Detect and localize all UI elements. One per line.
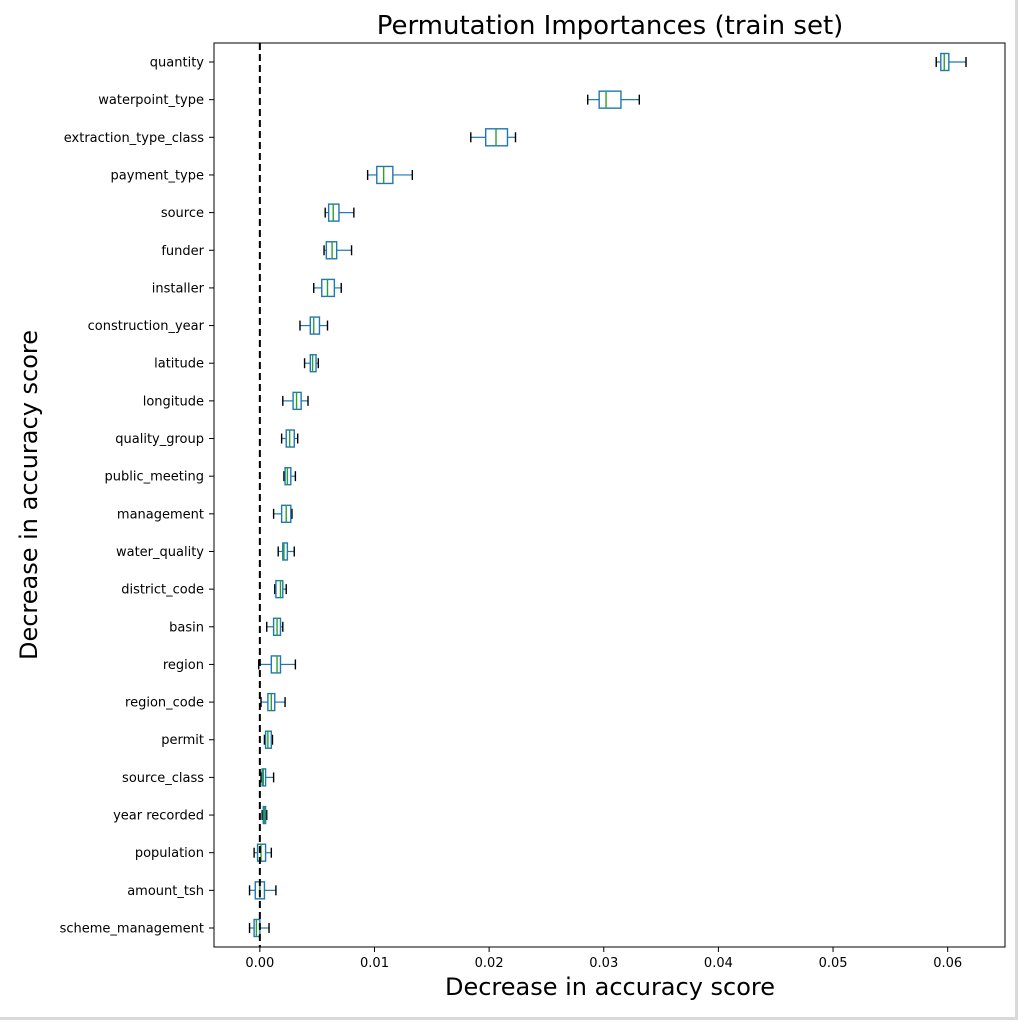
y-tick-label: quality_group [115,432,204,447]
y-tick-label: source_class [122,771,204,786]
feature-box-quality-group: quality_group [115,429,299,448]
y-tick-label: basin [169,620,204,635]
feature-box-quantity: quantity [150,52,967,72]
y-tick-label: source [161,206,204,221]
plot-area: 0.00 0.01 0.02 0.03 0.04 0.05 0.06 quantity wate… [60,42,1006,971]
y-tick-label: latitude [154,357,204,372]
feature-box-district-code: district_code [121,579,287,599]
feature-box-source-class: source_class [122,768,275,787]
x-tick-label: 0.00 [245,956,274,971]
y-tick-label: region [163,658,204,673]
axes-frame [213,42,1006,948]
y-tick-label: region_code [125,696,204,711]
iqr-box [598,90,622,109]
feature-box-basin: basin [169,617,284,636]
x-tick-label: 0.06 [933,956,962,971]
y-tick-label: payment_type [111,168,204,183]
x-tick-label: 0.02 [475,956,504,971]
y-tick-label: funder [161,244,204,259]
feature-box-waterpoint-type: waterpoint_type [98,90,641,109]
feature-box-source: source [161,203,355,222]
feature-box-population: population [135,843,273,862]
y-tick-label: installer [152,281,205,296]
y-tick-label: management [117,507,204,522]
feature-box-region: region [163,655,297,674]
feature-box-amount-tsh: amount_tsh [127,881,277,900]
y-tick-label: year recorded [113,809,204,824]
y-tick-label: construction_year [88,319,205,334]
y-tick-label: district_code [121,583,204,598]
y-tick-label: permit [161,733,204,748]
page-edge-right [1015,0,1018,1020]
feature-box-public-meeting: public_meeting [105,466,297,486]
feature-box-scheme-management: scheme_management [60,918,270,938]
feature-box-latitude: latitude [154,354,320,373]
y-tick-label: quantity [150,56,205,71]
x-tick-label: 0.05 [819,956,848,971]
y-tick-label: longitude [143,394,204,409]
y-tick-label: waterpoint_type [98,93,204,108]
x-tick-label: 0.04 [704,956,733,971]
iqr-box [376,165,394,185]
y-axis-title: Decrease in accuracy score [15,330,43,660]
iqr-box [275,579,284,599]
chart-title: Permutation Importances (train set) [377,11,844,41]
feature-box-management: management [117,504,293,524]
page-edge-bottom [0,1017,1018,1020]
feature-box-installer: installer [152,278,342,298]
y-tick-label: amount_tsh [127,884,204,899]
feature-box-payment-type: payment_type [111,165,414,185]
iqr-box [270,655,282,674]
feature-box-region-code: region_code [125,692,286,712]
feature-box-longitude: longitude [143,391,309,411]
feature-box-water-quality: water_quality [116,542,295,561]
feature-box-year-recorded: year recorded [113,805,268,825]
feature-box-funder: funder [161,241,353,260]
y-tick-label: scheme_management [60,922,204,937]
feature-box-construction-year: construction_year [88,316,329,335]
y-tick-label: public_meeting [105,470,204,485]
y-tick-label: extraction_type_class [64,131,204,146]
axis-labels: Permutation Importances (train set) Decr… [15,11,843,1001]
y-tick-label: water_quality [116,545,204,560]
iqr-box [309,316,321,335]
x-tick-label: 0.03 [589,956,618,971]
x-axis-title: Decrease in accuracy score [445,973,775,1001]
x-tick-label: 0.01 [360,956,389,971]
iqr-box [282,542,289,561]
feature-box-permit: permit [161,730,274,749]
feature-box-extraction-type-class: extraction_type_class [64,128,517,147]
y-tick-label: population [135,846,204,861]
